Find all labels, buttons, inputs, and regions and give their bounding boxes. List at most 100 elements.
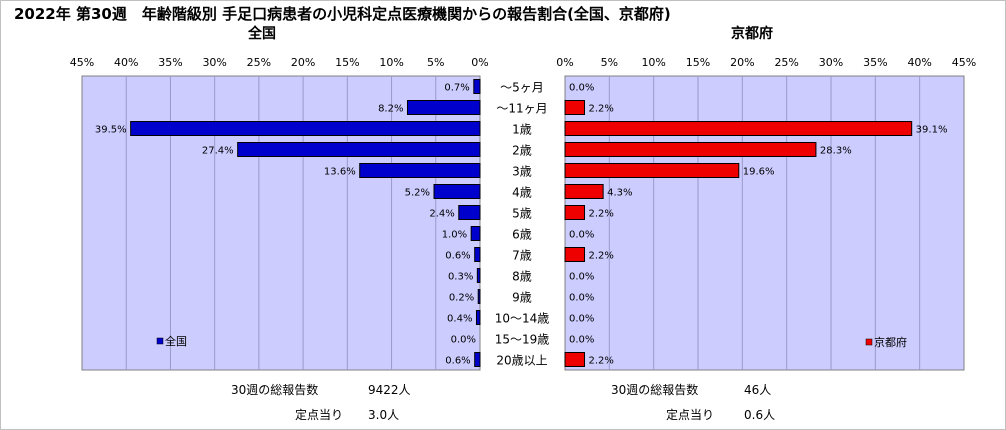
left-tick-label: 40% [114,56,138,69]
category-label: 5歳 [512,207,532,221]
bar-kyoto [564,142,817,157]
bar-zenkoku [130,121,481,136]
category-labels: ～5ヶ月 ～11ヶ月 1歳 2歳 3歳 4歳 5歳 6歳 7歳 8歳 9歳 10～14歳 15～19歳 2… [495,81,550,368]
left-total-label: 30週の総報告数 [231,382,318,397]
right-tick-label: 10% [641,56,665,69]
left-per-value: 3.0人 [368,408,399,422]
bar-label-kyoto: 0.0% [569,230,594,241]
left-tick-label: 20% [291,56,315,69]
bar-zenkoku [474,352,481,367]
left-total-value: 9422人 [368,383,411,397]
legend-label-zenkoku: 全国 [165,334,187,348]
bar-zenkoku [433,184,481,199]
left-panel-title: 全国 [247,25,276,42]
left-per-label: 定点当り [295,407,343,422]
category-label: 8歳 [512,270,532,284]
left-tick-label: 10% [379,56,403,69]
right-tick-label: 30% [819,56,843,69]
bar-label-zenkoku: 0.3% [448,272,473,283]
bar-zenkoku [473,79,481,94]
category-label: 10～14歳 [495,312,550,326]
right-tick-label: 25% [774,56,798,69]
bar-kyoto [564,184,604,199]
bar-label-kyoto: 0.0% [569,314,594,325]
right-axis-ticks: 0% 5% 10% 15% 20% 25% 30% 35% 40% 45% [556,56,976,69]
bar-label-zenkoku: 5.2% [405,188,430,199]
right-total-label: 30週の総報告数 [611,382,698,397]
bar-kyoto [564,352,586,367]
bar-label-kyoto: 0.0% [569,335,594,346]
right-tick-label: 0% [556,56,573,69]
bar-kyoto [564,100,586,115]
legend-swatch-kyoto [865,338,873,346]
right-bars: 0.0% 2.2% 39.1% 28.3% 19.6% 4.3% 2.2% 0.0% 2.2% 0… [564,83,948,367]
left-plot-area [81,75,481,371]
category-label: 7歳 [512,249,532,263]
legend-swatch-zenkoku [156,337,164,345]
left-tick-label: 35% [158,56,182,69]
bar-label-kyoto: 19.6% [743,167,775,178]
bar-kyoto [564,121,913,136]
bar-kyoto [564,247,586,262]
category-label: 6歳 [512,228,532,242]
right-plot-area [564,75,965,371]
bar-label-kyoto: 0.0% [569,272,594,283]
left-tick-label: 15% [335,56,359,69]
bar-label-zenkoku: 0.0% [451,335,476,346]
bar-label-kyoto: 2.2% [589,104,614,115]
category-label: 3歳 [512,165,532,179]
bar-zenkoku [359,163,481,178]
left-tick-label: 30% [202,56,226,69]
left-axis-ticks: 0% 5% 10% 15% 20% 25% 30% 35% 40% 45% [70,56,489,69]
bar-label-zenkoku: 2.4% [429,209,454,220]
right-tick-label: 15% [686,56,710,69]
bar-zenkoku [474,247,481,262]
bar-label-kyoto: 4.3% [607,188,632,199]
bar-label-kyoto: 39.1% [916,125,948,136]
bar-label-zenkoku: 0.2% [449,293,474,304]
bar-label-kyoto: 2.2% [589,209,614,220]
bar-label-zenkoku: 27.4% [202,146,234,157]
category-label: 4歳 [512,186,532,200]
bar-zenkoku [470,226,481,241]
category-label: 1歳 [512,123,532,137]
right-panel-title: 京都府 [731,25,773,42]
chart-title: 2022年 第30週 年齢階級別 手足口病患者の小児科定点医療機関からの報告割合… [14,5,671,23]
right-per-value: 0.6人 [744,408,775,422]
bar-label-kyoto: 2.2% [589,356,614,367]
bar-zenkoku [458,205,481,220]
left-tick-label: 5% [427,56,444,69]
left-bars: 0.7% 8.2% 39.5% 27.4% 13.6% 5.2% 2.4% 1.0% 0.6% 0… [95,79,481,367]
bar-kyoto [564,205,586,220]
category-label: 9歳 [512,291,532,305]
bar-zenkoku [406,100,481,115]
right-tick-label: 45% [952,56,976,69]
category-label: ～5ヶ月 [500,81,544,95]
bar-label-zenkoku: 1.0% [442,230,467,241]
left-tick-label: 45% [70,56,94,69]
bar-zenkoku [476,268,481,283]
bar-label-kyoto: 0.0% [569,293,594,304]
bar-label-zenkoku: 39.5% [95,125,127,136]
legend-label-kyoto: 京都府 [874,335,907,349]
bar-zenkoku [237,142,481,157]
category-label: 2歳 [512,144,532,158]
bar-label-zenkoku: 0.4% [447,314,472,325]
bar-zenkoku [475,310,481,325]
left-tick-label: 25% [247,56,271,69]
bar-label-kyoto: 28.3% [820,146,852,157]
right-tick-label: 20% [730,56,754,69]
bar-label-kyoto: 2.2% [589,251,614,262]
bar-label-zenkoku: 0.6% [445,251,470,262]
bar-zenkoku [477,289,481,304]
bar-label-kyoto: 0.0% [569,83,594,94]
category-label: 20歳以上 [496,354,547,368]
right-per-label: 定点当り [666,407,714,422]
right-tick-label: 40% [907,56,931,69]
category-label: 15～19歳 [495,333,550,347]
bar-label-zenkoku: 0.6% [445,356,470,367]
category-label: ～11ヶ月 [496,102,547,116]
right-tick-label: 5% [601,56,618,69]
